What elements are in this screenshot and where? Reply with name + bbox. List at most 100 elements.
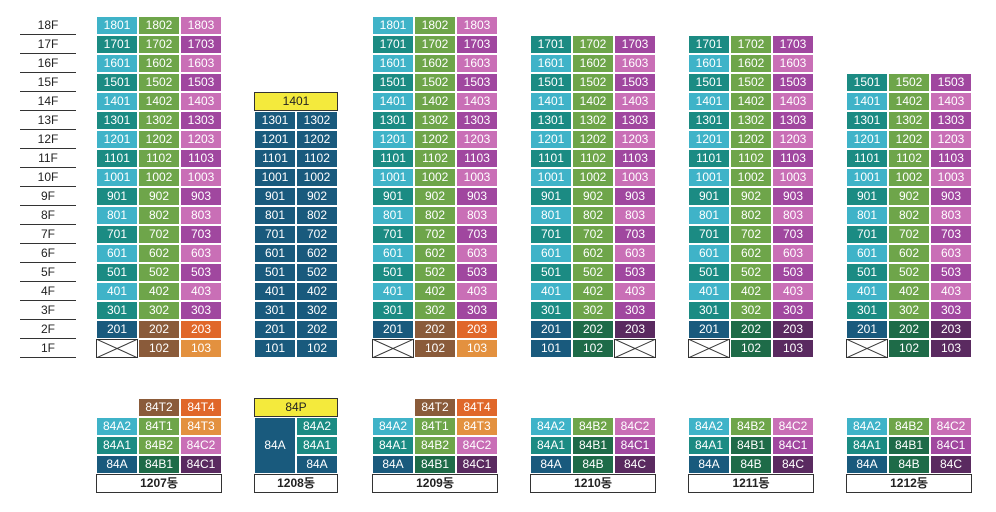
unit-cell: 1201: [688, 130, 730, 149]
unit-cell: 202: [414, 320, 456, 339]
unit-cell: 802: [296, 206, 338, 225]
unit-cell: 303: [930, 301, 972, 320]
unit-type-cell: 84A2: [688, 417, 730, 436]
unit-cell: 1503: [456, 73, 498, 92]
unit-cell: 901: [688, 187, 730, 206]
unit-cell: 903: [614, 187, 656, 206]
unit-cell: 1202: [888, 130, 930, 149]
unit-cell: 1302: [730, 111, 772, 130]
unit-cell: 803: [772, 206, 814, 225]
unit-cell: 1703: [180, 35, 222, 54]
unit-cell: 703: [456, 225, 498, 244]
unit-cell: 1103: [772, 149, 814, 168]
empty-unit-cross: [372, 339, 414, 358]
unit-cell: 1002: [572, 168, 614, 187]
unit-type-cell: 84B1: [414, 455, 456, 474]
unit-cell: 103: [456, 339, 498, 358]
unit-type-cell: 84T4: [456, 398, 498, 417]
unit-cell: 602: [296, 244, 338, 263]
unit-type-cell: 84C1: [456, 455, 498, 474]
unit-cell: 603: [456, 244, 498, 263]
unit-cell: 202: [296, 320, 338, 339]
unit-cell: 201: [96, 320, 138, 339]
unit-type-cell: 84C: [930, 455, 972, 474]
unit-cell: 102: [414, 339, 456, 358]
floor-label: 14F: [20, 92, 76, 111]
unit-cell: 202: [888, 320, 930, 339]
unit-cell: 1002: [414, 168, 456, 187]
unit-cell: 403: [772, 282, 814, 301]
unit-cell: 1602: [730, 54, 772, 73]
unit-type-cell: 84T1: [138, 417, 180, 436]
unit-type-cell: 84A: [96, 455, 138, 474]
unit-type-cell: 84A: [530, 455, 572, 474]
unit-cell: 1402: [138, 92, 180, 111]
floor-label: 2F: [20, 320, 76, 339]
unit-cell: 903: [456, 187, 498, 206]
unit-cell: 103: [930, 339, 972, 358]
unit-cell: 302: [888, 301, 930, 320]
unit-cell: 1801: [372, 16, 414, 35]
floor-label: 16F: [20, 54, 76, 73]
floor-label: 8F: [20, 206, 76, 225]
unit-type-cell: 84A1: [96, 436, 138, 455]
unit-cell: 1502: [138, 73, 180, 92]
unit-cell: 702: [138, 225, 180, 244]
unit-type-cell: 84B2: [572, 417, 614, 436]
unit-cell: 902: [296, 187, 338, 206]
unit-cell: 1401: [96, 92, 138, 111]
unit-type-cell: 84A2: [296, 417, 338, 436]
unit-cell: 1301: [96, 111, 138, 130]
unit-cell: 603: [930, 244, 972, 263]
unit-cell: 1402: [730, 92, 772, 111]
unit-cell: 1201: [372, 130, 414, 149]
floor-label: 12F: [20, 130, 76, 149]
unit-cell: 1203: [456, 130, 498, 149]
unit-cell: 401: [688, 282, 730, 301]
unit-cell: 1102: [572, 149, 614, 168]
unit-cell: 1403: [456, 92, 498, 111]
unit-type-cell: 84T2: [138, 398, 180, 417]
unit-cell: 203: [180, 320, 222, 339]
building-name-label: 1207동: [96, 474, 222, 493]
unit-cell: 801: [530, 206, 572, 225]
unit-cell: 1802: [138, 16, 180, 35]
unit-cell: 702: [888, 225, 930, 244]
unit-cell: 802: [888, 206, 930, 225]
unit-cell: 1101: [530, 149, 572, 168]
unit-cell: 1103: [456, 149, 498, 168]
unit-cell: 301: [254, 301, 296, 320]
unit-cell: 1002: [138, 168, 180, 187]
unit-cell: 1003: [180, 168, 222, 187]
unit-cell: 402: [414, 282, 456, 301]
unit-cell: 1201: [254, 130, 296, 149]
unit-cell: 902: [138, 187, 180, 206]
floor-label: 4F: [20, 282, 76, 301]
unit-type-cell: 84C1: [772, 436, 814, 455]
unit-cell: 1201: [846, 130, 888, 149]
unit-cell: 602: [138, 244, 180, 263]
unit-cell: 1003: [614, 168, 656, 187]
unit-cell: 1302: [414, 111, 456, 130]
unit-cell: 801: [688, 206, 730, 225]
unit-cell: 901: [254, 187, 296, 206]
unit-cell: 901: [530, 187, 572, 206]
unit-cell: 1301: [254, 111, 296, 130]
unit-cell: 203: [614, 320, 656, 339]
unit-cell: 303: [772, 301, 814, 320]
unit-cell: 903: [930, 187, 972, 206]
unit-cell: 401: [846, 282, 888, 301]
unit-cell: 1402: [414, 92, 456, 111]
unit-cell: 103: [180, 339, 222, 358]
unit-cell: 1103: [180, 149, 222, 168]
floor-label: 7F: [20, 225, 76, 244]
unit-cell: 1502: [730, 73, 772, 92]
unit-cell: 1102: [296, 149, 338, 168]
unit-cell: 402: [296, 282, 338, 301]
unit-cell: 1403: [180, 92, 222, 111]
unit-type-cell: 84T3: [456, 417, 498, 436]
unit-type-cell: 84B2: [730, 417, 772, 436]
unit-type-cell: 84B2: [138, 436, 180, 455]
unit-type-cell: 84C: [614, 455, 656, 474]
unit-cell: 403: [180, 282, 222, 301]
